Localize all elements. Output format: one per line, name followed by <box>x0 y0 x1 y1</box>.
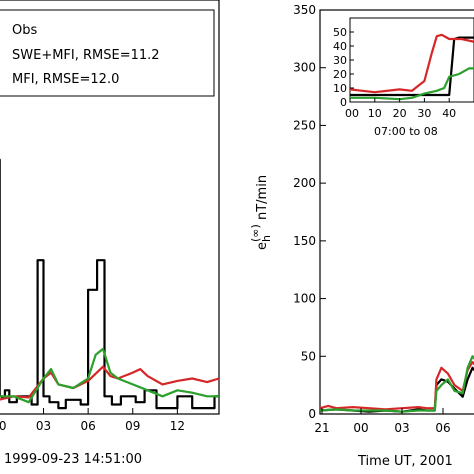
left-x-tick-label: 03 <box>36 419 51 433</box>
right-x-ticks: 2100030609 <box>314 408 451 435</box>
inset-x-tick-label: 00 <box>345 107 359 120</box>
right-y-ticks: 0 50 100 150 200 250 300 350 <box>293 3 326 421</box>
left-plot-frame <box>0 0 220 415</box>
right-x-tick-label: 06 <box>435 421 450 435</box>
left-line-mfi-rmse-12-0 <box>0 347 219 404</box>
inset-x-tick-label: 40 <box>442 107 456 120</box>
right-y-tick-label: 150 <box>293 234 316 248</box>
right-y-tick-label: 0 <box>308 407 316 421</box>
left-series-group <box>0 158 220 410</box>
right-y-tick-label: 50 <box>301 349 316 363</box>
inset-x-tick-label: 10 <box>368 107 382 120</box>
right-y-tick-label: 350 <box>293 3 316 17</box>
right-y-axis-label: e h (∞) nT/min <box>249 175 273 250</box>
inset-y-tick-label: 30 <box>333 54 347 67</box>
inset-series-group <box>349 33 474 101</box>
left-x-tick-label: 12 <box>170 419 185 433</box>
left-x-axis-label: 1999-09-23 14:51:00 <box>4 452 142 467</box>
inset-y-tick-label: 0 <box>340 96 347 109</box>
inset-line-swe-mfi <box>349 33 474 94</box>
right-x-tick-label: 03 <box>394 421 409 435</box>
left-x-tick-label: 06 <box>81 419 96 433</box>
right-y-tick-label: 300 <box>293 61 316 75</box>
legend-entry-swe-mfi: SWE+MFI, RMSE=11.2 <box>12 48 160 63</box>
legend-box <box>0 9 215 97</box>
left-x-tick-label: 00 <box>0 419 7 433</box>
right-x-tick-label: 21 <box>314 421 329 435</box>
right-y-tick-label: 100 <box>293 292 316 306</box>
inset-caption: 07:00 to 08 <box>374 125 438 138</box>
inset-y-tick-label: 40 <box>333 40 347 53</box>
inset-y-tick-label: 50 <box>333 26 347 39</box>
inset-y-tick-label: 10 <box>333 82 347 95</box>
y-label-units: nT/min <box>255 175 270 220</box>
right-y-tick-label: 250 <box>293 118 316 132</box>
inset-line-mfi <box>350 67 474 101</box>
left-x-ticks: 00 03 06 09 12 <box>0 408 185 433</box>
right-x-tick-label: 00 <box>353 421 368 435</box>
legend: Obs SWE+MFI, RMSE=11.2 MFI, RMSE=12.0 <box>0 9 215 97</box>
inset-x-ticks: 00 10 20 30 40 <box>345 98 456 120</box>
y-label-superscript: (∞) <box>249 224 262 242</box>
inset-y-tick-label: 20 <box>333 68 347 81</box>
left-line-swe-mfi-rmse-11-2 <box>0 365 220 401</box>
left-x-tick-label: 09 <box>125 419 140 433</box>
left-panel: 00 03 06 09 12 1999-09-23 14:51:00 Obs SWE+M… <box>0 0 220 467</box>
y-label-symbol: e <box>255 242 270 250</box>
right-x-axis-label: Time UT, 2001 <box>357 454 453 469</box>
right-line-obs <box>319 366 474 413</box>
inset-x-tick-label: 30 <box>417 107 431 120</box>
legend-entry-obs: Obs <box>12 23 37 38</box>
right-series-group <box>319 355 474 413</box>
right-y-tick-label: 200 <box>293 176 316 190</box>
right-line-mfi <box>319 355 474 413</box>
legend-entry-mfi: MFI, RMSE=12.0 <box>12 72 119 87</box>
inset-x-tick-label: 20 <box>393 107 407 120</box>
y-label-subscript: h <box>260 235 273 242</box>
